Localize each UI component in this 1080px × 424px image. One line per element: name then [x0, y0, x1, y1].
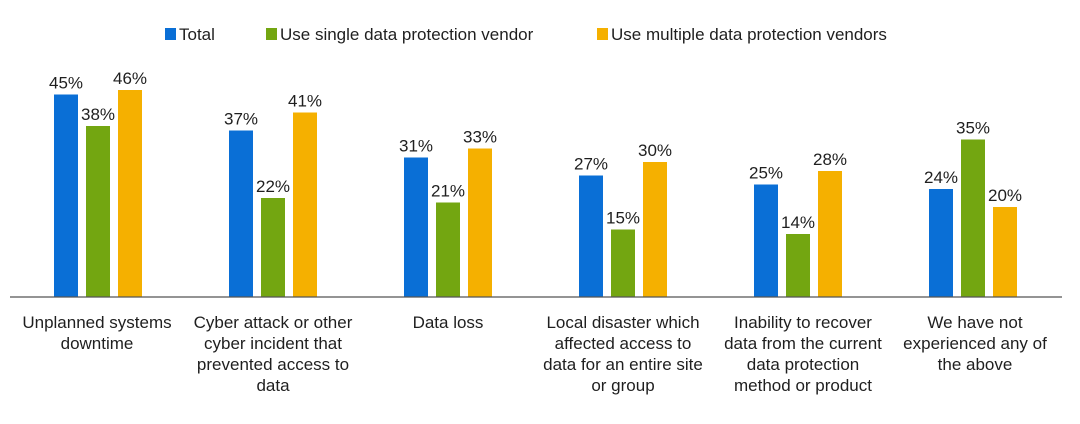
bar-2-6: [961, 139, 985, 297]
data-label-3-1: 46%: [113, 69, 147, 88]
data-label-1-6: 24%: [924, 168, 958, 187]
data-label-3-6: 20%: [988, 186, 1022, 205]
bars: [54, 90, 1017, 297]
data-label-1-1: 45%: [49, 74, 83, 93]
bar-3-2: [293, 112, 317, 297]
category-label-1: Unplanned systems downtime: [22, 313, 171, 353]
bar-1-2: [229, 130, 253, 297]
data-label-3-4: 30%: [638, 141, 672, 160]
data-label-1-3: 31%: [399, 137, 433, 156]
data-label-1-2: 37%: [224, 110, 258, 129]
bar-1-4: [579, 175, 603, 297]
legend-label-1: Total: [179, 25, 215, 44]
bar-3-4: [643, 162, 667, 297]
data-label-2-3: 21%: [431, 182, 465, 201]
data-label-1-5: 25%: [749, 164, 783, 183]
bar-2-2: [261, 198, 285, 297]
bar-1-1: [54, 94, 78, 297]
category-label-4: Local disaster which affected access to da…: [543, 313, 703, 395]
data-label-3-2: 41%: [288, 92, 322, 111]
category-label-2: Cyber attack or other cyber incident that…: [194, 313, 353, 395]
bar-2-1: [86, 126, 110, 297]
legend: Total Use single data protection vendor Us…: [165, 25, 887, 44]
bar-1-6: [929, 189, 953, 297]
data-label-2-6: 35%: [956, 119, 990, 138]
category-label-6: We have not experienced any of the above: [903, 313, 1047, 374]
bar-3-6: [993, 207, 1017, 297]
data-label-2-2: 22%: [256, 177, 290, 196]
legend-label-3: Use multiple data protection vendors: [611, 25, 887, 44]
data-label-3-3: 33%: [463, 128, 497, 147]
bar-1-5: [754, 184, 778, 297]
legend-swatch-1: [165, 28, 176, 40]
bar-2-4: [611, 229, 635, 297]
data-label-2-4: 15%: [606, 209, 640, 228]
legend-swatch-3: [597, 28, 608, 40]
data-label-3-5: 28%: [813, 150, 847, 169]
data-label-1-4: 27%: [574, 155, 608, 174]
bar-3-1: [118, 90, 142, 297]
bar-3-5: [818, 171, 842, 297]
category-label-5: Inability to recover data from the curren…: [724, 313, 882, 395]
legend-swatch-2: [266, 28, 277, 40]
data-label-2-1: 38%: [81, 105, 115, 124]
bar-1-3: [404, 157, 428, 297]
bar-2-3: [436, 202, 460, 297]
category-label-3: Data loss: [413, 313, 484, 332]
bar-2-5: [786, 234, 810, 297]
legend-label-2: Use single data protection vendor: [280, 25, 534, 44]
data-label-2-5: 14%: [781, 213, 815, 232]
category-labels: Unplanned systems downtime Cyber attack or…: [22, 313, 1047, 395]
bar-3-3: [468, 148, 492, 297]
data-labels: 45% 37% 31% 27% 25% 24% 38% 22% 21% 15% 14% 35% 46% 4…: [49, 69, 1022, 232]
